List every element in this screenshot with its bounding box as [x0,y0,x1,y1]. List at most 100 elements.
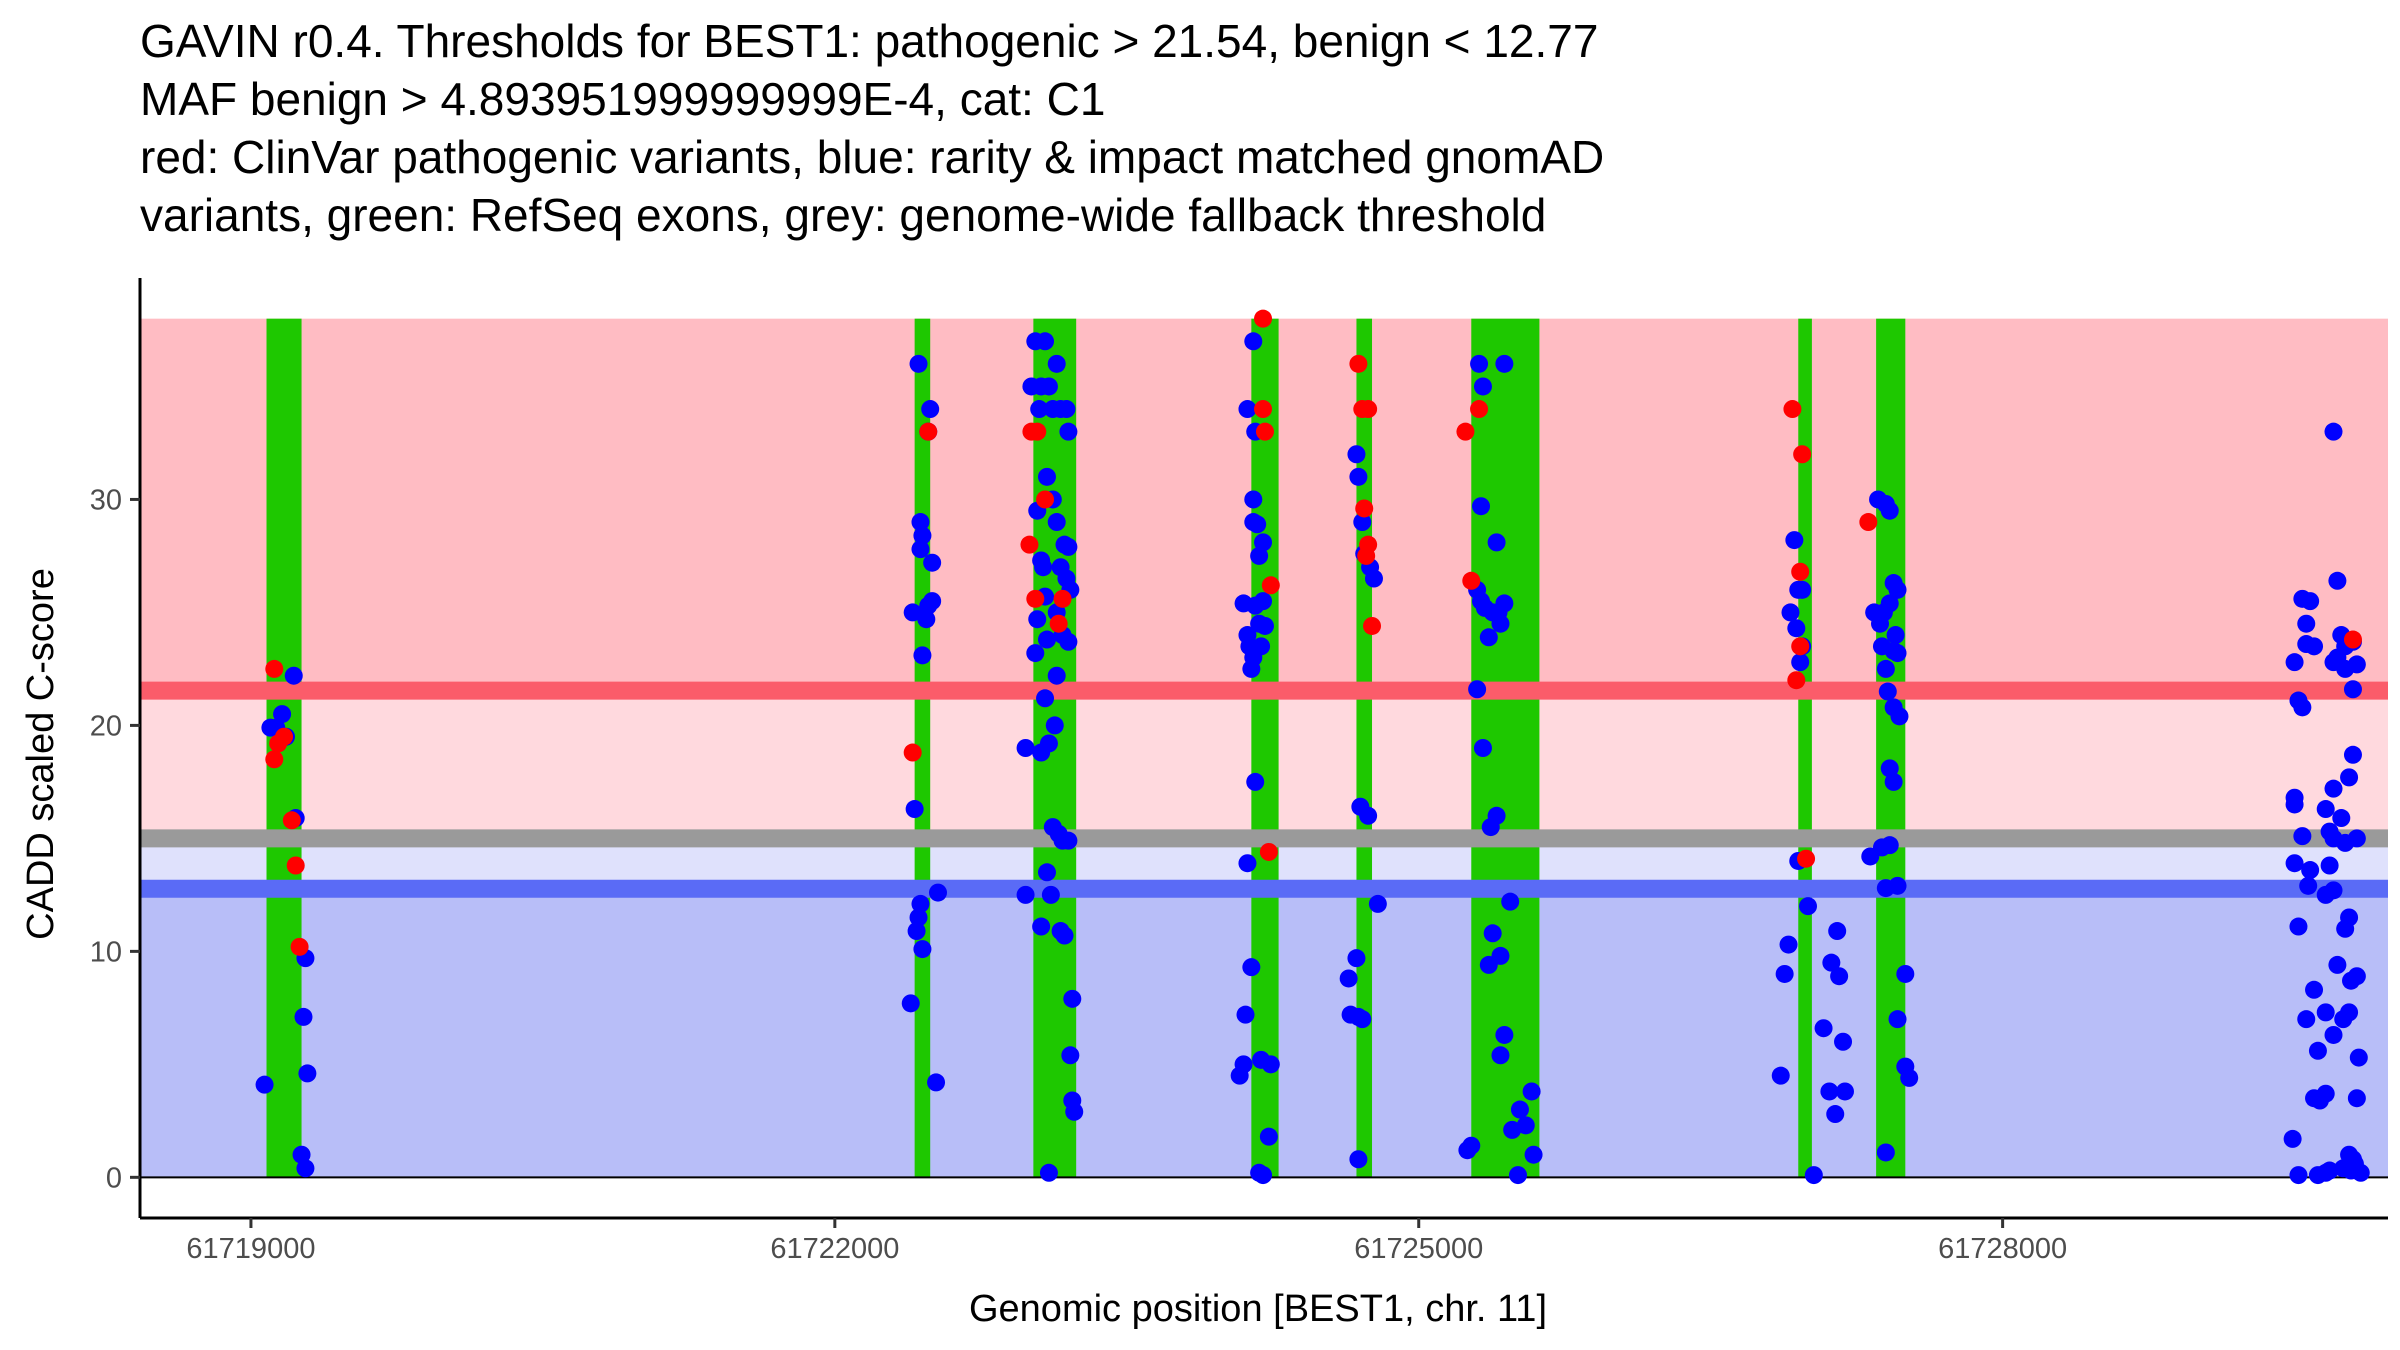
gnomad-point [2285,795,2304,814]
gnomad-point [1876,1143,1895,1162]
gnomad-point [1028,610,1047,629]
gnomad-point [1059,422,1078,441]
gnomad-point [1826,1105,1845,1124]
gnomad-point [1822,953,1841,972]
gnomad-point [911,513,930,532]
gnomad-point [1828,922,1847,941]
gnomad-point [2328,571,2347,590]
gnomad-point [1835,1082,1854,1101]
clinvar-point [1259,842,1278,861]
gnomad-point [1775,964,1794,983]
gnomad-point [1771,1066,1790,1085]
gnomad-point [1041,885,1060,904]
gnomad-point [1804,1166,1823,1185]
gnomad-point [1876,659,1895,678]
gnomad-point [1045,716,1064,735]
gnomad-point [1339,969,1358,988]
clinvar-point [1859,513,1878,532]
gnomad-point [1880,836,1899,855]
gnomad-point [1252,637,1271,656]
gnomad-point [284,666,303,685]
gnomad-point [1061,1046,1080,1065]
x-axis-title: Genomic position [BEST1, chr. 11] [969,1288,1547,1330]
gnomad-point [1032,551,1051,570]
gnomad-point [273,705,292,724]
gnomad-point [2289,917,2308,936]
gnomad-point [294,1007,313,1026]
gnomad-point [1047,354,1066,373]
gnomad-point [298,1064,317,1083]
gnomad-point [2328,955,2347,974]
clinvar-point [1026,589,1045,608]
gnomad-point [1246,772,1265,791]
gnomad-point [2347,1089,2366,1108]
clinvar-point [1470,400,1489,419]
clinvar-point [2343,630,2362,649]
variant-points [255,309,2370,1185]
gnomad-point [1798,897,1817,916]
clinvar-point [265,659,284,678]
gnomad-point [1888,580,1907,599]
gnomad-point [1259,1127,1278,1146]
gnomad-point [2320,1161,2339,1180]
gnomad-point [255,1075,274,1094]
clinvar-point [282,811,301,830]
gnomad-point [1016,885,1035,904]
gnomad-point [1888,644,1907,663]
gnomad-point [1037,467,1056,486]
gnomad-point [1890,707,1909,726]
gnomad-point [1483,603,1502,622]
gnomad-point [1888,1010,1907,1029]
gnomad-point [2301,592,2320,611]
y-axis-title: CADD scaled C-score [20,568,62,940]
clinvar-point [1456,422,1475,441]
gnomad-point [1900,1068,1919,1087]
gnomad-point [2340,908,2359,927]
x-tick-label: 61719000 [186,1233,315,1265]
gnomad-point [1880,501,1899,520]
clinvar-point [1254,309,1273,328]
gnomad-point [2347,829,2366,848]
gnomad-point [2293,827,2312,846]
gnomad-point [1503,1120,1522,1139]
gnomad-point [2343,680,2362,699]
y-tick-label: 10 [90,936,122,968]
gnomad-point [913,940,932,959]
title-line-3: red: ClinVar pathogenic variants, blue: … [140,131,1605,183]
gnomad-point [1039,1163,1058,1182]
gnomad-point [2324,881,2343,900]
gnomad-point [1516,1116,1535,1135]
gnomad-point [2316,1084,2335,1103]
gnomad-point [1037,863,1056,882]
gnomad-point [1508,1166,1527,1185]
gnomad-point [1349,1150,1368,1169]
gnomad-point [1501,892,1520,911]
gnomad-point [2305,980,2324,999]
gnomad-point [909,908,928,927]
x-tick-label: 61725000 [1354,1233,1483,1265]
title-line-4: variants, green: RefSeq exons, grey: gen… [140,189,1547,241]
gnomad-point [2340,768,2359,787]
gnomad-point [2297,635,2316,654]
gnomad-point [1470,354,1489,373]
gnomad-point [1779,935,1798,954]
gnomad-point [1039,734,1058,753]
gnomad-point [1030,400,1049,419]
gnomad-point [1522,1082,1541,1101]
gnomad-point [1047,513,1066,532]
gnomad-point [1255,616,1274,635]
exon-band [1798,318,1812,1178]
gnomad-point [1524,1145,1543,1164]
gnomad-point [1248,515,1267,534]
gnomad-point [1254,592,1273,611]
gnomad-point [1820,1082,1839,1101]
gnomad-point [1468,680,1487,699]
gnomad-point [1254,533,1273,552]
clinvar-point [1791,637,1810,656]
gnomad-point [1057,400,1076,419]
gnomad-point [2316,1003,2335,1022]
gnomad-point [1236,1005,1255,1024]
gnomad-point [1787,619,1806,638]
gnomad-point [1472,497,1491,516]
